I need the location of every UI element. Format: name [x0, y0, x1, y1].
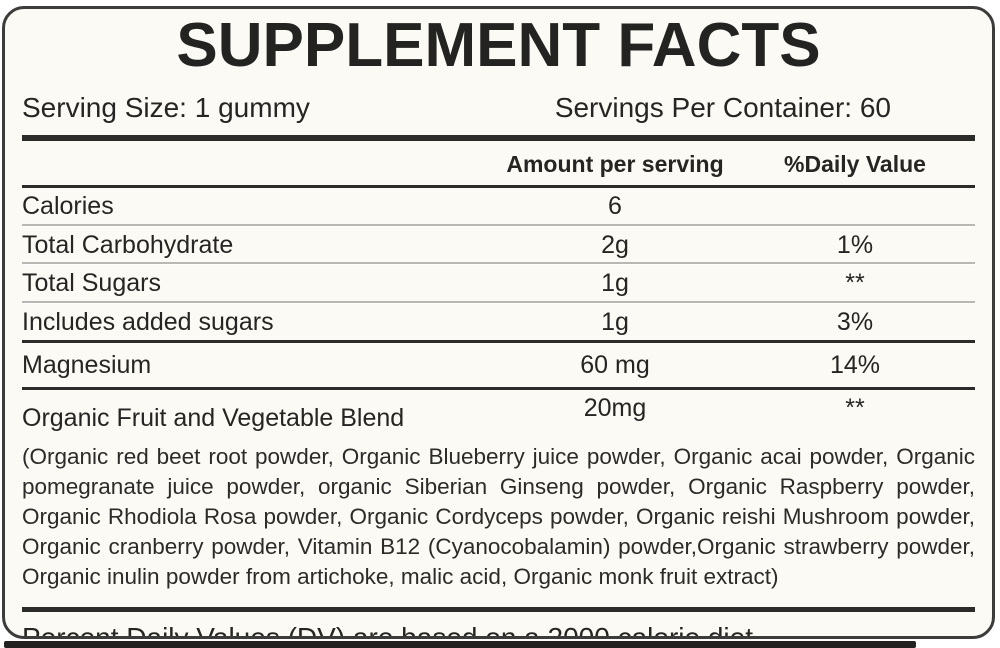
- divider-light: [22, 223, 975, 227]
- table-header-row: Amount per serving %Daily Value: [22, 141, 975, 185]
- blend-ingredients-list: (Organic red beet root powder, Organic B…: [22, 444, 975, 590]
- column-header-daily-value: %Daily Value: [784, 150, 926, 177]
- table-row-total-sugars: Total Sugars 1g **: [22, 265, 975, 301]
- nutrient-dv: **: [845, 393, 865, 422]
- footnote-dv-basis: Percent Daily Values (DV) are based on a…: [22, 622, 761, 639]
- nutrient-name: Includes added sugars: [22, 308, 274, 337]
- nutrient-name: Organic Fruit and Vegetable Blend: [22, 403, 405, 432]
- bottom-edge-bar: [4, 641, 916, 648]
- label-panel: SUPPLEMENT FACTS Serving Size: 1 gummy S…: [2, 6, 995, 639]
- servings-per-container: Servings Per Container: 60: [554, 92, 891, 123]
- label-title: SUPPLEMENT FACTS: [176, 11, 821, 80]
- nutrient-dv: 3%: [836, 308, 874, 337]
- nutrient-amount: 60 mg: [580, 350, 650, 379]
- nutrient-name: Total Carbohydrate: [22, 230, 234, 259]
- nutrient-name: Calories: [22, 191, 114, 220]
- nutrient-amount: 2g: [601, 230, 629, 259]
- divider-footer: [22, 607, 975, 613]
- table-row-added-sugars: Includes added sugars 1g 3%: [22, 304, 975, 340]
- table-row-fruit-vegetable-blend: Organic Fruit and Vegetable Blend 20mg *…: [22, 390, 975, 432]
- nutrient-amount: 20mg: [583, 393, 647, 422]
- nutrient-name: Magnesium: [22, 350, 152, 379]
- nutrient-dv: 14%: [829, 350, 881, 379]
- column-header-amount: Amount per serving: [506, 150, 724, 177]
- serving-info-row: Serving Size: 1 gummy Servings Per Conta…: [22, 92, 975, 124]
- table-row-total-carbohydrate: Total Carbohydrate 2g 1%: [22, 227, 975, 263]
- divider-light: [22, 301, 975, 305]
- divider-dark: [22, 386, 975, 390]
- serving-size: Serving Size: 1 gummy: [22, 92, 310, 123]
- divider-thick-top: [22, 134, 975, 141]
- nutrient-amount: 1g: [601, 308, 629, 337]
- nutrient-name: Total Sugars: [22, 269, 161, 298]
- nutrient-dv: 1%: [836, 230, 874, 259]
- footnotes: Percent Daily Values (DV) are based on a…: [22, 621, 975, 639]
- table-row-magnesium: Magnesium 60 mg 14%: [22, 343, 975, 387]
- nutrient-dv: **: [845, 269, 865, 298]
- divider-under-header: [22, 184, 975, 188]
- nutrient-amount: 1g: [601, 269, 629, 298]
- divider-dark: [22, 339, 975, 343]
- divider-light: [22, 262, 975, 266]
- table-row-calories: Calories 6: [22, 188, 975, 224]
- nutrient-amount: 6: [608, 191, 622, 220]
